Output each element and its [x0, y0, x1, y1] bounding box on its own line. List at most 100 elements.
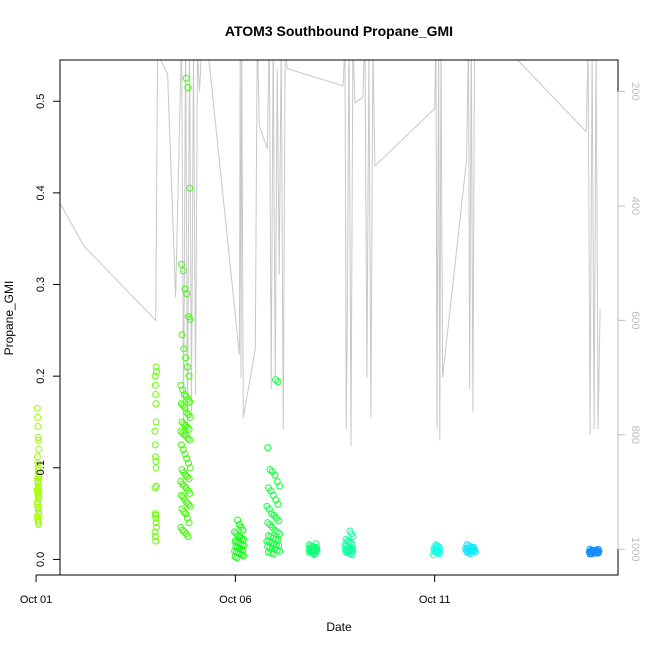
data-point [186, 489, 194, 497]
data-point [177, 441, 185, 449]
data-point [33, 404, 41, 412]
x-tick-label: Oct 06 [219, 594, 251, 606]
data-point [186, 184, 194, 192]
data-point [35, 436, 42, 444]
data-point [183, 455, 191, 463]
data-point [180, 345, 188, 353]
data-point [151, 441, 159, 449]
data-point [310, 550, 318, 558]
y-tick-label: 0.2 [35, 368, 47, 383]
data-point [183, 473, 191, 481]
y-tick-label: 0.3 [35, 277, 47, 292]
data-point [239, 526, 247, 534]
data-point [152, 391, 160, 398]
data-point [276, 482, 284, 490]
data-point [178, 331, 186, 339]
data-point [467, 550, 474, 558]
y-axis-label: Propane_GMI [2, 281, 16, 356]
y-tick-label: 0.1 [35, 460, 47, 475]
data-point [151, 528, 159, 536]
data-point [33, 453, 41, 461]
data-point [183, 363, 191, 371]
data-point [181, 285, 189, 293]
data-point [184, 435, 192, 442]
data-point [234, 516, 242, 524]
data-points [33, 74, 603, 562]
data-point [180, 420, 188, 428]
right-y-axis: 200 400 600 800 1000 [617, 82, 641, 561]
data-point [185, 425, 193, 433]
data-point [594, 549, 602, 557]
data-point [151, 484, 159, 492]
data-point [274, 378, 282, 386]
pressure-profile-line [60, 60, 601, 447]
profile-path [60, 60, 601, 447]
data-point [152, 482, 160, 490]
y-axis: 0.0 0.1 0.2 0.3 0.4 0.5 [35, 94, 61, 567]
data-point [186, 502, 194, 510]
data-point [177, 381, 185, 389]
y-tick-label: 0.4 [35, 185, 47, 200]
data-point [185, 372, 193, 380]
right-tick-label: 600 [629, 311, 641, 329]
data-point [430, 551, 437, 559]
data-point [180, 391, 188, 398]
plot-frame [59, 59, 619, 576]
data-point [180, 508, 188, 516]
data-point [349, 533, 357, 540]
data-point [152, 363, 160, 371]
data-point [185, 519, 193, 527]
data-point [152, 514, 160, 522]
data-point [151, 427, 159, 435]
data-point [152, 511, 160, 519]
data-point [152, 400, 160, 408]
data-point [151, 533, 159, 540]
data-point [178, 418, 186, 426]
data-point [276, 530, 284, 538]
data-point [153, 368, 160, 376]
y-tick-label: 0.0 [35, 552, 47, 567]
data-point [276, 547, 284, 555]
data-point [186, 315, 194, 323]
data-point [182, 74, 190, 82]
data-point [152, 418, 160, 426]
data-point [311, 551, 319, 559]
data-point [186, 413, 194, 421]
data-point [269, 550, 277, 558]
data-point [264, 519, 272, 527]
data-point [184, 533, 192, 540]
data-point [180, 482, 188, 490]
data-point [151, 381, 159, 389]
data-point [179, 267, 187, 275]
data-point [185, 500, 192, 508]
y-tick-label: 0.5 [35, 94, 47, 109]
data-point [153, 523, 160, 531]
data-point [34, 475, 41, 483]
data-point [182, 471, 190, 479]
data-point [471, 548, 479, 556]
data-point [35, 521, 43, 529]
x-axis: Oct 01 Oct 06 Oct 11 [20, 574, 451, 606]
data-point [183, 514, 191, 522]
data-point [177, 427, 185, 435]
data-point [179, 526, 187, 534]
data-point [34, 505, 42, 513]
data-point [183, 409, 191, 417]
data-point [34, 512, 41, 520]
data-point [271, 471, 279, 479]
data-point [264, 444, 272, 452]
right-tick-label: 1000 [629, 537, 641, 561]
data-point [183, 424, 191, 431]
data-point [35, 473, 43, 481]
data-point [182, 510, 190, 518]
x-tick-label: Oct 11 [419, 594, 451, 606]
chart-title: ATOM3 Southbound Propane_GMI [225, 23, 453, 39]
data-point [240, 552, 247, 560]
data-point [588, 550, 596, 558]
right-tick-label: 400 [629, 197, 641, 215]
data-point [34, 413, 42, 421]
data-point [275, 517, 283, 525]
x-axis-label: Date [326, 620, 352, 634]
data-point [152, 537, 160, 545]
